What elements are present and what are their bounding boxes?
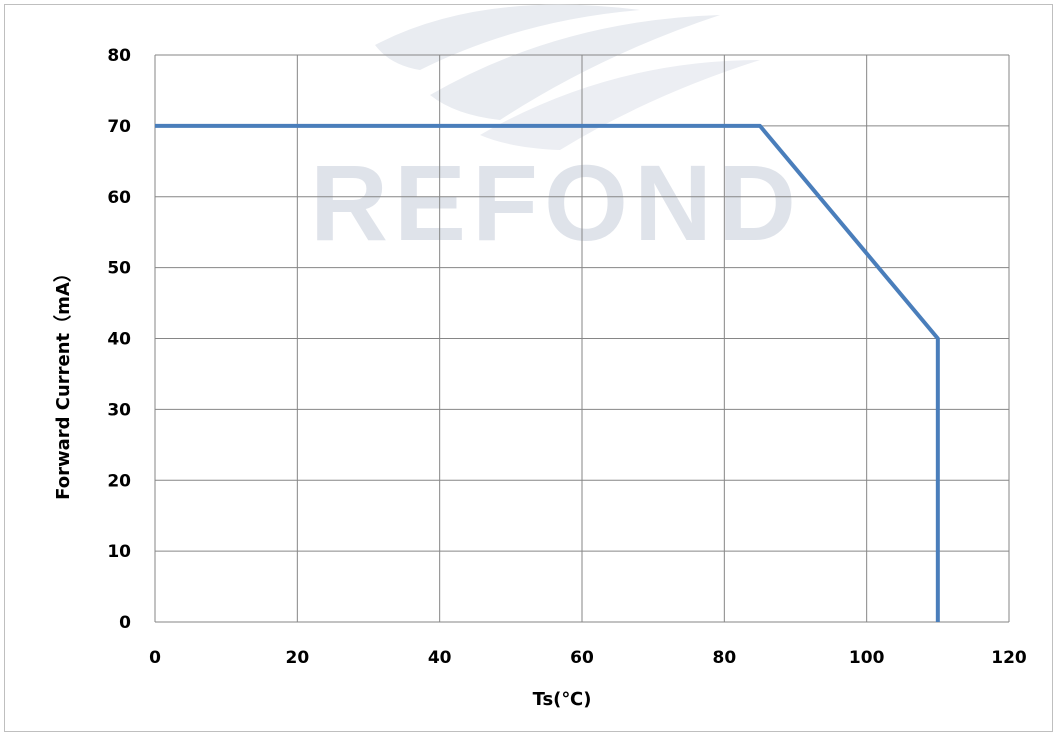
y-tick-label: 40 [107, 330, 131, 350]
y-tick-label: 30 [107, 400, 131, 420]
plot-series [155, 123, 940, 622]
x-tick-label: 100 [849, 648, 885, 668]
y-tick-label: 10 [107, 542, 131, 562]
y-tick-label: 80 [107, 46, 131, 66]
x-tick-label: 60 [570, 648, 594, 668]
y-tick-label: 60 [107, 188, 131, 208]
x-axis-title: Ts(℃) [533, 689, 592, 710]
watermark-logo: REFOND [310, 4, 802, 263]
x-tick-label: 80 [712, 648, 736, 668]
y-tick-label: 50 [107, 259, 131, 279]
y-axis-title: Forward Current（mA） [53, 264, 74, 500]
y-tick-labels: 0 10 20 30 40 50 60 70 80 [107, 46, 131, 633]
series-line [155, 123, 940, 622]
y-tick-label: 70 [107, 117, 131, 137]
y-tick-label: 20 [107, 471, 131, 491]
x-tick-label: 0 [149, 648, 161, 668]
x-tick-labels: 0 20 40 60 80 100 120 [149, 648, 1027, 668]
watermark-text: REFOND [310, 142, 802, 263]
x-tick-label: 20 [285, 648, 309, 668]
x-tick-label: 120 [991, 648, 1027, 668]
y-tick-label: 0 [119, 613, 131, 633]
watermark-swoosh [430, 15, 720, 120]
x-tick-label: 40 [428, 648, 452, 668]
watermark-swoosh [375, 4, 640, 70]
